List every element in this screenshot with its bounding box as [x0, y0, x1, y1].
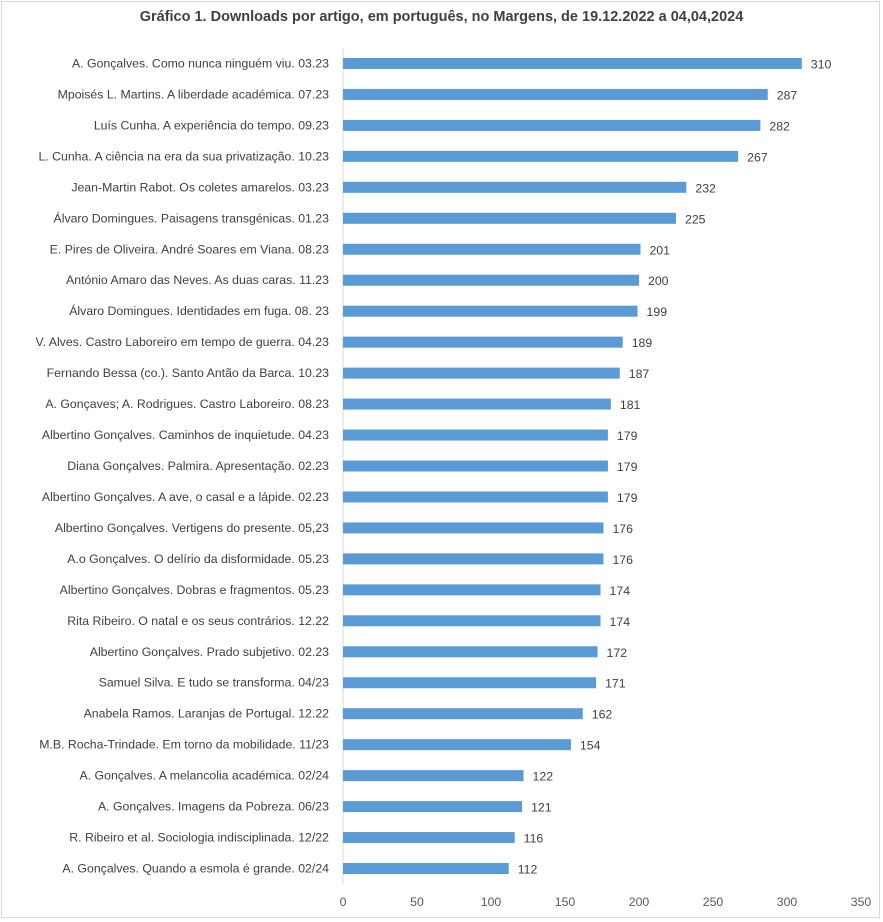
- category-label: M.B. Rocha-Trindade. Em torno da mobilid…: [39, 738, 329, 752]
- data-label: 112: [518, 863, 538, 877]
- category-label: Rita Ribeiro. O natal e os seus contrári…: [67, 614, 329, 628]
- data-label: 171: [605, 677, 626, 691]
- x-tick-label: 300: [777, 895, 798, 909]
- bar: [343, 88, 768, 100]
- data-label: 187: [629, 367, 650, 381]
- bar: [343, 274, 639, 286]
- category-label: Álvaro Domingues. Paisagens transgénicas…: [54, 210, 330, 225]
- bar: [343, 212, 676, 224]
- category-label: Albertino Gonçalves. Caminhos de inquiet…: [42, 428, 329, 442]
- data-label: 176: [612, 553, 633, 567]
- category-label: A. Gonçalves. Como nunca ninguém viu. 03…: [72, 56, 329, 70]
- bar: [343, 832, 515, 844]
- x-tick-label: 250: [703, 895, 724, 909]
- category-label: Albertino Gonçalves. Dobras e fragmentos…: [60, 583, 329, 597]
- x-tick-label: 100: [481, 895, 502, 909]
- data-label: 116: [524, 832, 544, 846]
- bar: [343, 677, 597, 689]
- bar: [343, 739, 571, 751]
- category-label: Mpoisés L. Martins. A liberdade académic…: [58, 87, 330, 101]
- category-label: R. Ribeiro et al. Sociologia indisciplin…: [69, 831, 329, 845]
- bar: [343, 243, 641, 255]
- category-label: E. Pires de Oliveira. André Soares em Vi…: [50, 242, 330, 256]
- data-label: 174: [610, 584, 631, 598]
- data-label: 179: [617, 429, 638, 443]
- category-label: L. Cunha. A ciência na era da sua privat…: [38, 149, 329, 163]
- category-label: A. Gonçalves. Imagens da Pobreza. 06/23: [98, 800, 329, 814]
- bar: [343, 491, 608, 503]
- bar: [343, 336, 623, 348]
- bar: [343, 553, 604, 565]
- data-label: 232: [695, 181, 716, 195]
- bar: [343, 770, 524, 782]
- data-label: 201: [649, 243, 670, 257]
- data-label: 310: [811, 57, 832, 71]
- data-label: 154: [580, 739, 601, 753]
- x-tick-label: 350: [851, 895, 872, 909]
- data-label: 287: [777, 88, 798, 102]
- category-label: V. Alves. Castro Laboreiro em tempo de g…: [36, 335, 330, 349]
- data-label: 172: [607, 646, 628, 660]
- bar: [343, 181, 687, 193]
- bar: [343, 522, 604, 534]
- data-label: 162: [592, 708, 613, 722]
- data-label: 200: [648, 274, 669, 288]
- category-label: Albertino Gonçalves. Vertigens do presen…: [55, 521, 329, 535]
- x-tick-label: 200: [629, 895, 650, 909]
- data-label: 189: [632, 336, 653, 350]
- bar: [343, 57, 802, 69]
- chart-title: Gráfico 1. Downloads por artigo, em port…: [139, 9, 744, 25]
- bar: [343, 708, 583, 720]
- category-label: A. Gonçalves. Quando a esmola é grande. …: [62, 862, 329, 876]
- category-label: Álvaro Domingues. Identidades em fuga. 0…: [69, 303, 329, 318]
- data-label: 179: [617, 460, 638, 474]
- category-label: A. Gonçalves. A melancolia académica. 02…: [80, 769, 330, 783]
- data-label: 176: [612, 522, 633, 536]
- category-label: Albertino Gonçalves. A ave, o casal e a …: [42, 490, 329, 504]
- data-label: 121: [531, 801, 552, 815]
- data-label: 282: [769, 119, 790, 133]
- data-label: 225: [685, 212, 706, 226]
- category-label: Fernando Bessa (co.). Santo Antão da Bar…: [47, 366, 329, 380]
- bar: [343, 615, 601, 627]
- bar: [343, 460, 608, 472]
- bar: [343, 119, 761, 131]
- data-label: 174: [610, 615, 631, 629]
- data-label: 179: [617, 491, 638, 505]
- bar: [343, 646, 598, 658]
- bar: [343, 429, 608, 441]
- category-label: A.o Gonçalves. O delírio da disformidade…: [67, 552, 329, 566]
- x-tick-label: 0: [340, 895, 347, 909]
- category-label: Albertino Gonçalves. Prado subjetivo. 02…: [90, 645, 329, 659]
- x-tick-label: 150: [555, 895, 576, 909]
- category-label: Luís Cunha. A experiência do tempo. 09.2…: [94, 118, 329, 132]
- category-label: Diana Gonçalves. Palmira. Apresentação. …: [67, 459, 329, 473]
- data-label: 181: [620, 398, 641, 412]
- data-label: 199: [647, 305, 668, 319]
- bar: [343, 150, 739, 162]
- category-label: António Amaro das Neves. As duas caras. …: [66, 273, 329, 287]
- data-label: 122: [533, 770, 554, 784]
- bar: [343, 801, 523, 813]
- data-label: 267: [747, 150, 768, 164]
- bar: [343, 863, 509, 875]
- category-label: Jean-Martin Rabot. Os coletes amarelos. …: [71, 180, 329, 194]
- category-label: A. Gonçaves; A. Rodrigues. Castro Labore…: [45, 397, 329, 411]
- bar: [343, 305, 638, 317]
- bar: [343, 398, 611, 410]
- bar: [343, 367, 620, 379]
- x-tick-label: 50: [410, 895, 424, 909]
- category-label: Samuel Silva. E tudo se transforma. 04/2…: [99, 676, 330, 690]
- bar: [343, 584, 601, 596]
- category-label: Anabela Ramos. Laranjas de Portugal. 12.…: [84, 707, 330, 721]
